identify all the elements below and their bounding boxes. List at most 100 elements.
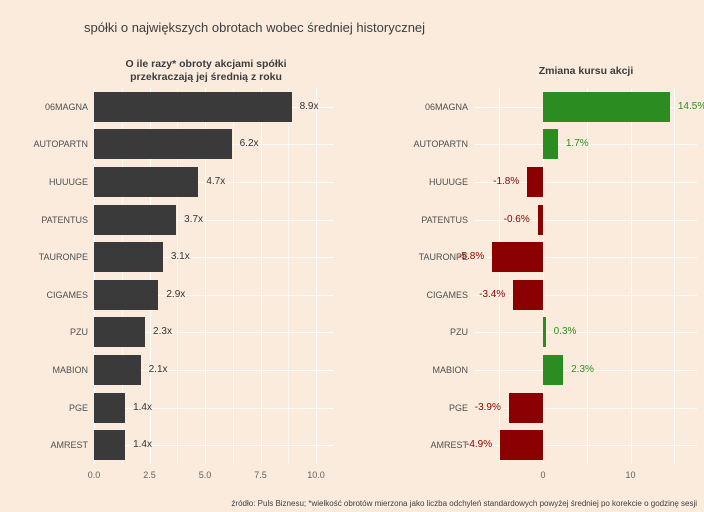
turnover-axis-tick-label: 7.5 — [254, 470, 267, 480]
v-gridline — [260, 88, 262, 464]
price-change-value-label: 1.7% — [565, 138, 589, 150]
price-change-value-label: -3.9% — [474, 401, 501, 413]
v-gridline — [499, 88, 501, 464]
turnover-axis-tick-label: 2.5 — [143, 470, 156, 480]
turnover-category-labels: 06MAGNA AUTOPARTN HUUUGE PATENTUS TAURONPE CI… — [8, 88, 88, 464]
h-gridline — [475, 182, 697, 183]
price-change-bar — [500, 430, 543, 461]
price-change-category-label: HUUUGE — [428, 177, 468, 187]
price-change-value-label: -4.9% — [466, 439, 493, 451]
turnover-axis-tick-label: 10.0 — [307, 470, 325, 480]
price-change-category-label: MABION — [432, 365, 468, 375]
h-gridline — [94, 407, 334, 409]
h-gridline — [475, 407, 697, 409]
turnover-value-label: 2.3x — [153, 326, 172, 338]
price-change-bar — [527, 167, 543, 197]
v-gridline — [149, 88, 151, 464]
h-gridline — [475, 219, 697, 221]
source-footnote: źródło: Puls Biznesu; *wielkość obrotów … — [231, 499, 697, 508]
h-gridline — [475, 332, 697, 334]
h-gridline — [475, 144, 697, 146]
price-change-bar — [543, 317, 546, 348]
turnover-category-label: TAURONPE — [38, 252, 88, 263]
v-gridline — [630, 88, 632, 464]
price-change-bar — [513, 279, 543, 310]
h-gridline — [94, 182, 334, 183]
h-gridline — [475, 370, 697, 371]
h-gridline — [94, 445, 334, 447]
price-change-value-label: 0.3% — [553, 326, 577, 338]
price-change-bar — [537, 204, 543, 235]
turnover-value-label: 6.2x — [239, 138, 259, 150]
turnover-bar — [94, 242, 163, 273]
v-gridline — [94, 88, 95, 464]
turnover-value-label: 8.9x — [299, 100, 319, 112]
h-gridline — [94, 257, 334, 259]
turnover-axis-tick-label: 5.0 — [198, 470, 212, 480]
turnover-chart-title-line2: przekraczają jej średnią z roku — [130, 71, 282, 83]
price-change-bar — [508, 392, 543, 423]
turnover-value-label: 4.7x — [206, 176, 226, 187]
v-gridline — [288, 88, 290, 464]
price-change-value-label: -1.8% — [493, 176, 520, 187]
turnover-value-label: 3.7x — [184, 213, 204, 225]
turnover-bar — [94, 129, 232, 160]
turnover-chart-title: O ile razy* obroty akcjami spółki przekr… — [94, 58, 318, 84]
v-gridline — [316, 88, 317, 464]
turnover-category-label: PZU — [70, 327, 88, 338]
page-title: spółki o największych obrotach wobec śre… — [84, 20, 426, 35]
price-change-category-label: AMREST — [430, 440, 468, 451]
price-change-bar — [543, 129, 558, 160]
price-change-chart-title: Zmiana kursu akcji — [538, 65, 634, 77]
h-gridline — [475, 445, 697, 447]
turnover-category-label: CIGAMES — [46, 289, 88, 300]
turnover-bar — [94, 430, 126, 461]
v-gridline — [205, 88, 206, 464]
turnover-category-label: HUUUGE — [48, 177, 88, 187]
turnover-value-label: 2.1x — [148, 364, 168, 375]
price-change-category-label: PGE — [448, 402, 468, 413]
turnover-bar — [94, 317, 146, 348]
v-gridline — [177, 88, 179, 464]
turnover-category-label: MABION — [52, 365, 88, 375]
price-change-category-label: 06MAGNA — [424, 101, 468, 112]
price-change-category-label: CIGAMES — [426, 289, 468, 300]
price-change-category-label: PATENTUS — [421, 214, 468, 225]
h-gridline — [475, 294, 697, 296]
turnover-value-label: 2.9x — [166, 288, 186, 300]
h-gridline — [475, 257, 697, 259]
h-gridline — [94, 370, 334, 371]
h-gridline — [94, 219, 334, 221]
turnover-value-label: 1.4x — [133, 401, 152, 413]
turnover-category-label: PATENTUS — [41, 214, 88, 225]
price-change-value-label: -3.4% — [479, 288, 506, 300]
v-gridline — [586, 88, 588, 464]
price-change-bar — [543, 91, 670, 122]
turnover-bar — [94, 279, 159, 310]
turnover-bar — [94, 355, 141, 385]
v-gridline — [232, 88, 234, 464]
price-change-bar — [543, 355, 564, 385]
turnover-bar — [94, 167, 199, 197]
v-gridline — [543, 88, 544, 464]
price-change-value-label: 14.5% — [677, 100, 704, 112]
h-gridline — [94, 294, 334, 296]
turnover-plot-area: 8.9x 6.2x 4.7x 3.7x 3.1x 2.9x 2.3x 2.1x 1.4x 1.4x… — [88, 88, 334, 480]
price-change-bar — [492, 242, 543, 273]
turnover-category-label: AUTOPARTN — [33, 139, 88, 150]
turnover-bar — [94, 392, 126, 423]
turnover-axis-tick-label: 0.0 — [87, 470, 101, 480]
turnover-chart-title-line1: O ile razy* obroty akcjami spółki — [125, 58, 287, 70]
price-change-category-label: TAURONPE — [418, 252, 468, 263]
h-gridline — [94, 332, 334, 334]
price-change-value-label: 2.3% — [571, 364, 594, 375]
price-change-category-labels: 06MAGNA AUTOPARTN HUUUGE PATENTUS TAURONPE CI… — [398, 88, 468, 464]
turnover-value-label: 1.4x — [133, 439, 152, 451]
turnover-value-label: 3.1x — [170, 251, 190, 263]
v-gridline — [121, 88, 123, 464]
turnover-category-label: 06MAGNA — [44, 101, 88, 112]
price-change-plot-area: 14.5% 1.7% -1.8% -0.6% -5.8% -3.4% 0.3% 2.3% -3.… — [458, 88, 704, 480]
price-change-category-label: AUTOPARTN — [413, 139, 468, 150]
turnover-bar — [94, 204, 177, 235]
